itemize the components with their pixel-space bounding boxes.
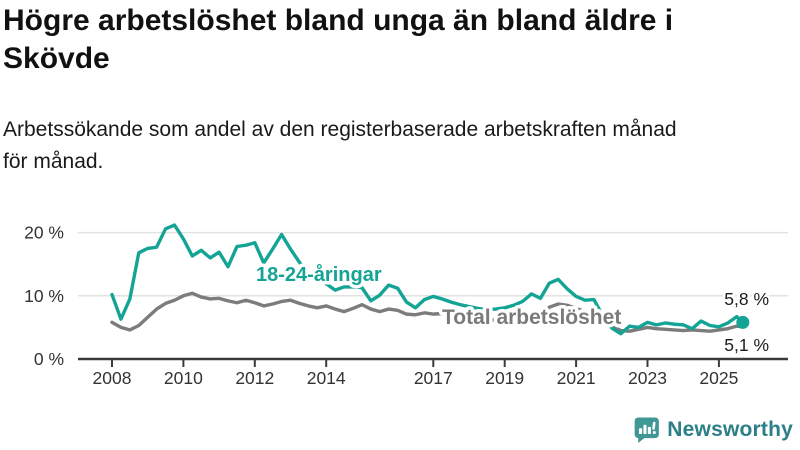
newsworthy-logo-text: Newsworthy	[667, 418, 793, 441]
chart-header: Högre arbetslöshet bland unga än bland ä…	[3, 2, 673, 78]
x-axis-tick-label: 2019	[485, 368, 524, 388]
y-axis-tick-label: 10 %	[24, 286, 64, 306]
x-axis-tick-label: 2014	[307, 368, 346, 388]
x-axis-tick-label: 2025	[699, 368, 738, 388]
series-layer	[110, 223, 750, 336]
x-axis-tick-label: 2008	[93, 368, 132, 388]
x-axis-tick-label: 2012	[235, 368, 274, 388]
x-axis-tick-label: 2023	[628, 368, 667, 388]
youth-series-label: 18-24-åringar	[256, 263, 382, 286]
y-axis-tick-label: 20 %	[24, 223, 64, 243]
newsworthy-logo[interactable]: Newsworthy	[633, 416, 793, 444]
total-series-label: Total arbetslöshet	[442, 306, 621, 329]
total-line	[110, 291, 745, 333]
newsworthy-bar-chart-icon	[634, 417, 660, 444]
x-axis-tick-label: 2010	[164, 368, 203, 388]
page-title-line-1: Högre arbetslöshet bland unga än bland ä…	[3, 4, 674, 37]
label-layer: 18-24-åringar Total arbetslöshet 5,8 % 5…	[253, 260, 772, 358]
youth-end-value-label: 5,8 %	[724, 289, 769, 309]
x-axis-tick-label: 2021	[557, 368, 596, 388]
total-end-value-label: 5,1 %	[724, 335, 769, 355]
page-title-line-2: Skövde	[3, 42, 110, 75]
axis-layer: 0 % 10 % 20 % 2008 2010 2012 2014 2017 2019 2021 2…	[24, 223, 788, 388]
y-axis-tick-label: 0 %	[34, 349, 64, 369]
chart-subtitle-line-1: Arbetssökande som andel av den registerb…	[3, 118, 677, 141]
chart-subtitle-line-2: för månad.	[3, 150, 104, 173]
page-title: Högre arbetslöshet bland unga än bland ä…	[3, 2, 673, 78]
chart-subtitle: Arbetssökande som andel av den registerb…	[3, 114, 677, 178]
x-axis-tick-label: 2017	[414, 368, 453, 388]
youth-line	[110, 223, 745, 336]
youth-line-end-dot	[736, 315, 750, 329]
